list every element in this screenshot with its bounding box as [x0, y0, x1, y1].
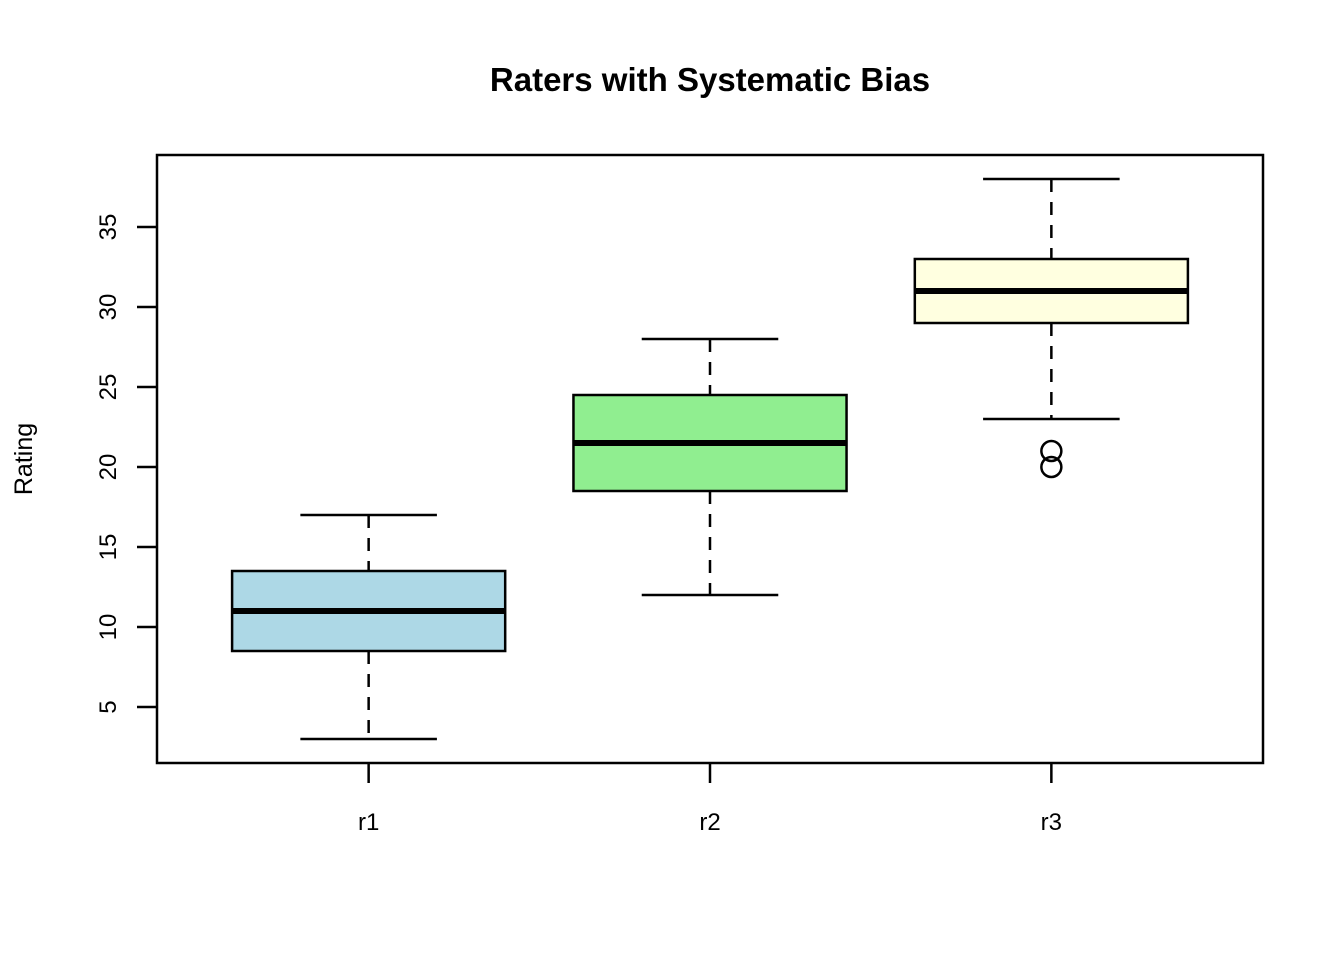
y-axis-label: Rating [10, 423, 38, 495]
x-tick-label: r2 [699, 809, 720, 836]
y-tick-label: 30 [95, 294, 122, 321]
plot-area: 5 10 15 20 25 30 35 r1 r2 r3 [95, 153, 1265, 836]
y-tick-label: 35 [95, 214, 122, 241]
x-tick-label: r1 [358, 809, 379, 836]
y-tick-label: 15 [95, 534, 122, 561]
y-tick-label: 25 [95, 374, 122, 401]
outlier-r3 [1040, 455, 1063, 479]
chart-title: Raters with Systematic Bias [490, 61, 930, 98]
y-tick-label: 5 [95, 700, 122, 713]
y-tick-label: 10 [95, 614, 122, 641]
x-tick-label: r3 [1041, 809, 1062, 836]
y-tick-label: 20 [95, 454, 122, 481]
outlier-r3 [1040, 439, 1063, 463]
